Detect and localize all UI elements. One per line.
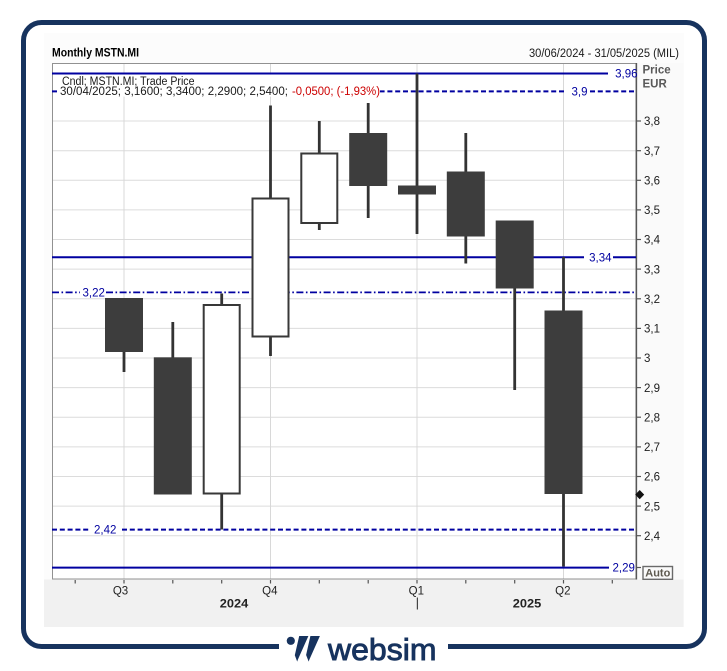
svg-text:Cndl; MSTN.MI; Trade Price: Cndl; MSTN.MI; Trade Price — [62, 76, 195, 88]
svg-text:2,8: 2,8 — [644, 412, 660, 424]
svg-text:30/06/2024 - 31/05/2025 (MIL): 30/06/2024 - 31/05/2025 (MIL) — [529, 48, 679, 60]
svg-text:Monthly MSTN.MI: Monthly MSTN.MI — [52, 46, 139, 60]
svg-text:Price: Price — [643, 65, 671, 77]
svg-text:Q4: Q4 — [262, 586, 278, 598]
svg-text:2,29: 2,29 — [613, 563, 635, 575]
svg-text:2,4: 2,4 — [644, 531, 661, 543]
svg-text:3,22: 3,22 — [83, 288, 105, 300]
svg-text:3,3: 3,3 — [644, 264, 660, 276]
svg-text:Q1: Q1 — [409, 586, 424, 598]
svg-text:2,7: 2,7 — [644, 442, 660, 454]
svg-text:EUR: EUR — [643, 79, 668, 91]
svg-text:30/04/2025; 3,1600; 3,3400; 2,: 30/04/2025; 3,1600; 3,3400; 2,2900; 2,54… — [60, 86, 380, 98]
svg-text:2,9: 2,9 — [644, 383, 660, 395]
svg-text:2024: 2024 — [220, 597, 249, 611]
svg-text:3,2: 3,2 — [644, 294, 660, 306]
svg-text:3,7: 3,7 — [644, 146, 660, 158]
svg-text:Auto: Auto — [645, 568, 670, 580]
svg-text:3,4: 3,4 — [644, 235, 661, 247]
svg-text:Q3: Q3 — [113, 586, 128, 598]
svg-text:3: 3 — [644, 353, 650, 365]
svg-text:2,6: 2,6 — [644, 472, 660, 484]
svg-text:Q2: Q2 — [555, 586, 570, 598]
svg-text:websim: websim — [327, 632, 437, 667]
svg-text:3,34: 3,34 — [589, 252, 612, 264]
svg-text:3,5: 3,5 — [644, 205, 660, 217]
svg-text:3,96: 3,96 — [615, 69, 637, 81]
svg-text:2025: 2025 — [513, 597, 542, 611]
svg-text:3,8: 3,8 — [644, 116, 660, 128]
svg-text:2,42: 2,42 — [94, 525, 116, 537]
svg-text:3,1: 3,1 — [644, 324, 660, 336]
svg-text:2,5: 2,5 — [644, 501, 660, 513]
svg-text:3,6: 3,6 — [644, 176, 660, 188]
svg-text:3,9: 3,9 — [572, 86, 588, 98]
